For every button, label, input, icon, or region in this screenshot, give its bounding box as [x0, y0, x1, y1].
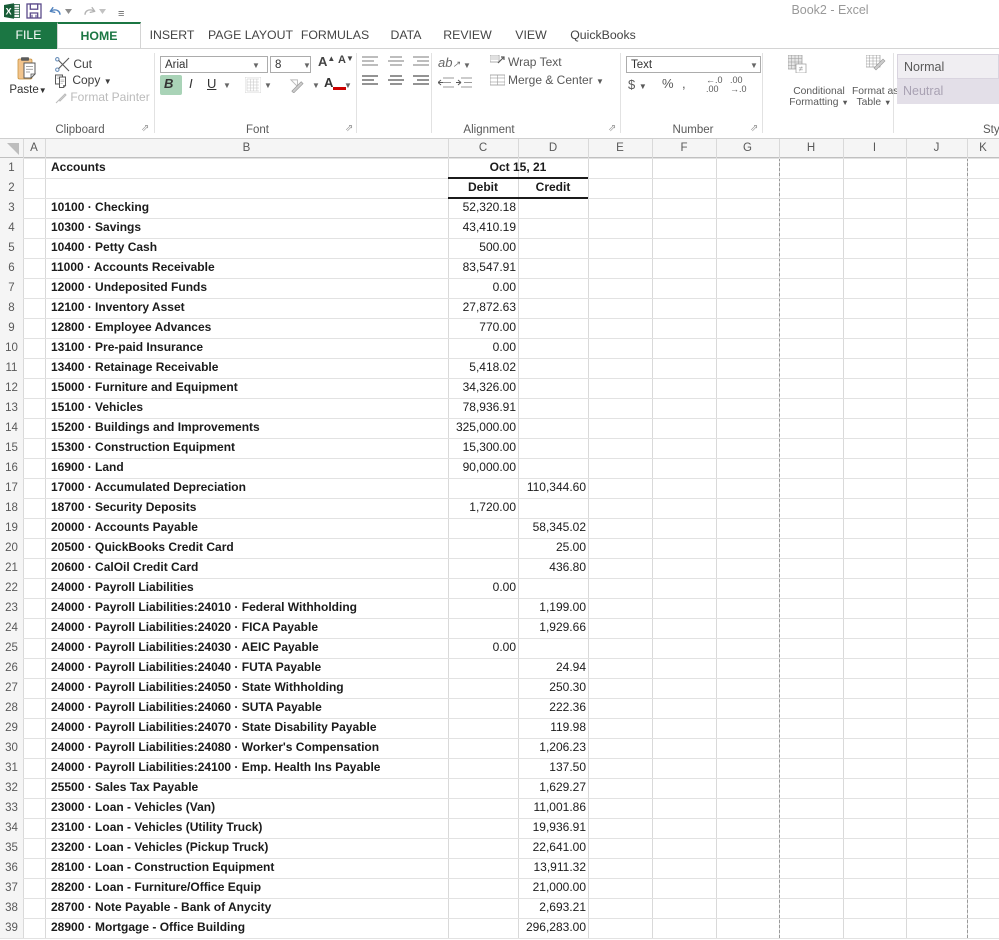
svg-text:X: X: [6, 6, 12, 16]
svg-text:≠: ≠: [799, 65, 804, 74]
